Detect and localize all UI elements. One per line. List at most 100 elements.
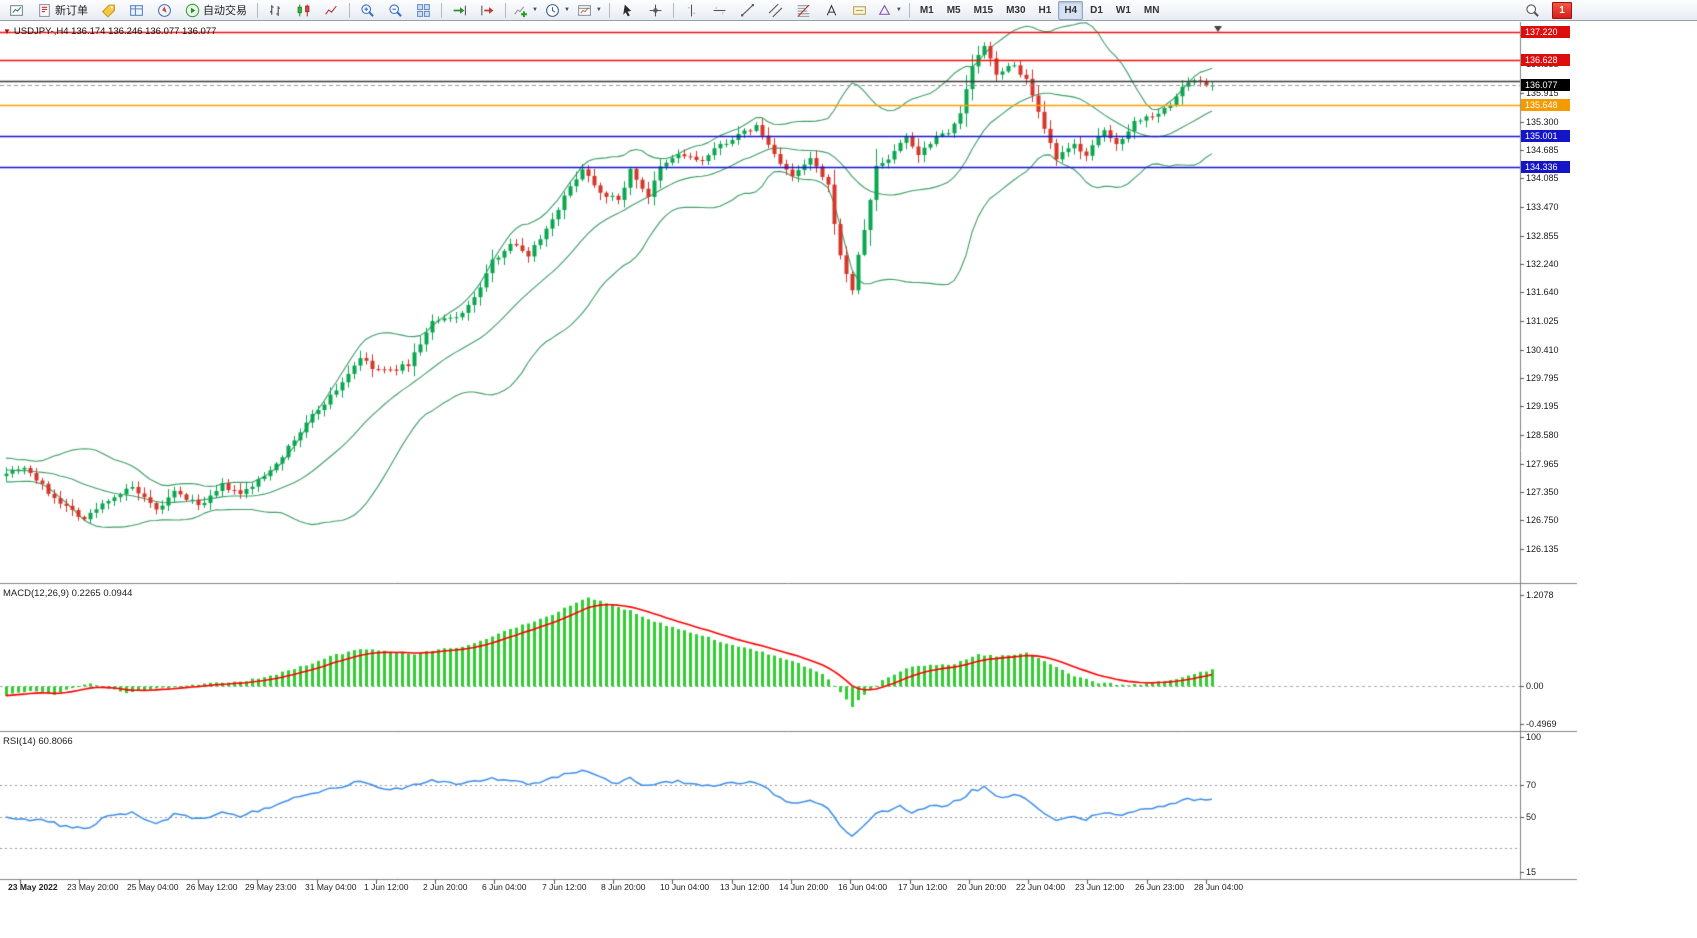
time-axis-label: 23 May 2022 (8, 882, 58, 892)
time-axis-label: 16 Jun 04:00 (838, 882, 888, 892)
time-axis-label: 25 May 04:00 (127, 882, 179, 892)
macd-tick-label: 1.2078 (1526, 590, 1554, 600)
data-window-button[interactable] (123, 0, 150, 21)
bar-chart-mode-button[interactable] (262, 0, 289, 21)
newchart-icon (9, 3, 24, 18)
autoscroll-icon (452, 3, 467, 18)
price-tick-label: 134.685 (1526, 145, 1559, 155)
search-button[interactable] (1519, 0, 1546, 21)
datawindow-icon (129, 3, 144, 18)
zoom-out-button[interactable] (382, 0, 409, 21)
symbol-marker-icon[interactable]: ▼ (3, 26, 11, 36)
symbol-header: ▼ USDJPY-,H4 136.174 136.246 136.077 136… (3, 26, 216, 37)
time-axis-label: 20 Jun 20:00 (957, 882, 1007, 892)
chevron-down-icon[interactable]: ▼ (895, 7, 902, 13)
candlestick-mode-button[interactable] (290, 0, 317, 21)
timeframe-h1-button[interactable]: H1 (1038, 4, 1052, 16)
timeframe-m5-button[interactable]: M5 (946, 4, 961, 16)
templates-button[interactable]: ▼ (574, 0, 605, 21)
chart-canvas[interactable] (0, 0, 1580, 900)
price-line-value-box: 134.336 (1521, 161, 1570, 173)
time-axis-label: 22 Jun 04:00 (1016, 882, 1066, 892)
price-line-value-box: 136.628 (1521, 54, 1570, 66)
auto-trading-button[interactable]: 自动交易 (179, 0, 253, 21)
toolbar-separator (908, 2, 910, 18)
price-tick-label: 134.085 (1526, 173, 1559, 183)
indicators-button[interactable]: ▼ (510, 0, 541, 21)
price-tick-label: 133.470 (1526, 202, 1559, 212)
shapes-icon (877, 3, 892, 18)
chart-shift-button[interactable] (474, 0, 501, 21)
time-axis-label: 13 Jun 12:00 (720, 882, 770, 892)
time-axis-label: 2 Jun 20:00 (423, 882, 468, 892)
vline-icon (684, 3, 699, 18)
marketwatch-icon (101, 3, 116, 18)
rsi-label: RSI(14) 60.8066 (3, 736, 73, 747)
macd-tick-label: 0.00 (1526, 681, 1544, 691)
toolbar-separator (608, 2, 610, 18)
navigator-button[interactable] (151, 0, 178, 21)
horizontal-line-button[interactable] (706, 0, 733, 21)
crosshair-button[interactable] (642, 0, 669, 21)
time-axis-label: 23 Jun 12:00 (1075, 882, 1125, 892)
price-tick-label: 135.300 (1526, 117, 1559, 127)
price-tick-label: 130.410 (1526, 345, 1559, 355)
price-tick-label: 126.750 (1526, 515, 1559, 525)
zoomout-icon (388, 3, 403, 18)
cursor-icon (620, 3, 635, 18)
crosshair-icon (648, 3, 663, 18)
time-axis-label: 14 Jun 20:00 (779, 882, 829, 892)
toolbar-separator (505, 2, 506, 18)
price-tick-label: 131.640 (1526, 287, 1559, 297)
linechart-icon (324, 3, 339, 18)
time-axis-label: 31 May 04:00 (305, 882, 357, 892)
time-axis-label: 17 Jun 12:00 (898, 882, 948, 892)
line-chart-mode-button[interactable] (318, 0, 345, 21)
price-tick-label: 129.795 (1526, 373, 1559, 383)
zoomin-icon (360, 3, 375, 18)
channel-icon (768, 3, 783, 18)
timeframe-m15-button[interactable]: M15 (973, 4, 994, 16)
clock-icon (545, 3, 560, 18)
toolbar-separator (349, 2, 350, 18)
toolbar-separator (672, 2, 674, 18)
notification-badge[interactable]: 1 (1552, 1, 1572, 19)
new-chart-button[interactable] (3, 0, 30, 21)
timeframe-w1-button[interactable]: W1 (1115, 4, 1131, 16)
chevron-down-icon[interactable]: ▼ (595, 7, 602, 13)
timeframe-m30-button[interactable]: M30 (1006, 4, 1026, 16)
trendline-icon (740, 3, 755, 18)
new-order-button[interactable]: 新订单 (31, 0, 94, 21)
macd-tick-label: -0.4969 (1526, 719, 1557, 729)
time-axis-label: 7 Jun 12:00 (542, 882, 587, 892)
fibonacci-retracement-button[interactable] (790, 0, 817, 21)
tile-windows-button[interactable] (410, 0, 437, 21)
new-order-label: 新订单 (55, 5, 88, 17)
price-line-value-box: 135.648 (1521, 99, 1570, 111)
price-tick-label: 131.025 (1526, 316, 1559, 326)
market-watch-button[interactable] (95, 0, 122, 21)
auto-scroll-button[interactable] (446, 0, 473, 21)
chevron-down-icon[interactable]: ▼ (532, 7, 538, 13)
zoom-in-button[interactable] (354, 0, 381, 21)
trendline-button[interactable] (734, 0, 761, 21)
timeframe-h4-button[interactable]: H4 (1058, 0, 1084, 20)
candles-icon (296, 3, 311, 18)
equidistant-channel-button[interactable] (762, 0, 789, 21)
timeframe-m1-button[interactable]: M1 (919, 4, 934, 16)
fibo-icon (796, 3, 811, 18)
vertical-line-button[interactable] (678, 0, 705, 21)
indicators-icon (513, 3, 528, 18)
text-button[interactable] (818, 0, 845, 21)
template-icon (577, 3, 592, 18)
price-tick-label: 127.965 (1526, 459, 1559, 469)
periods-button[interactable]: ▼ (542, 0, 573, 21)
timeframe-mn-button[interactable]: MN (1143, 4, 1160, 16)
cursor-button[interactable] (614, 0, 641, 21)
timeframe-d1-button[interactable]: D1 (1090, 4, 1103, 16)
text-label-button[interactable] (846, 0, 873, 21)
price-tick-label: 129.195 (1526, 401, 1559, 411)
chevron-down-icon[interactable]: ▼ (563, 7, 570, 13)
arrow-objects-button[interactable]: ▼ (874, 0, 905, 21)
